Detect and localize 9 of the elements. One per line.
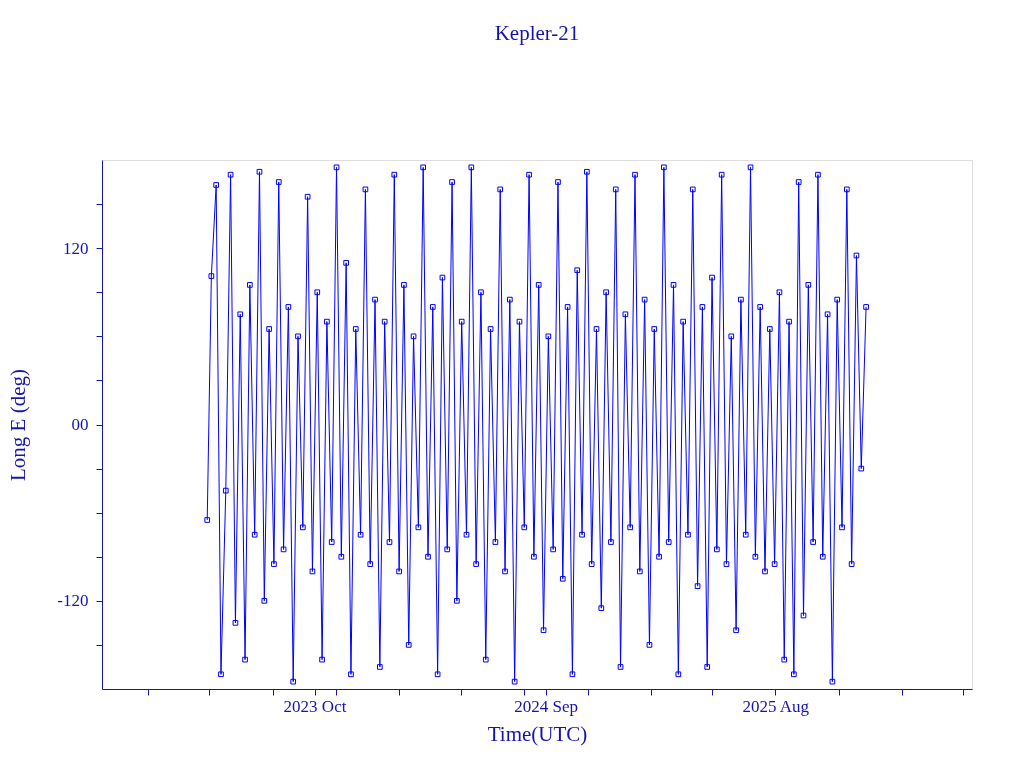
y-tick-label: 120 bbox=[63, 238, 89, 258]
y-tick-label: -120 bbox=[57, 591, 89, 611]
y-tick-label: 00 bbox=[71, 415, 89, 434]
y-axis-title: Long E (deg) bbox=[5, 369, 30, 481]
x-tick-label: 2024 Sep bbox=[514, 696, 578, 716]
x-axis-title: Time(UTC) bbox=[487, 721, 588, 746]
x-tick-label: 2023 Oct bbox=[283, 696, 347, 716]
x-tick-label: 2025 Aug bbox=[742, 696, 810, 716]
chart-title: Kepler-21 bbox=[494, 21, 580, 45]
